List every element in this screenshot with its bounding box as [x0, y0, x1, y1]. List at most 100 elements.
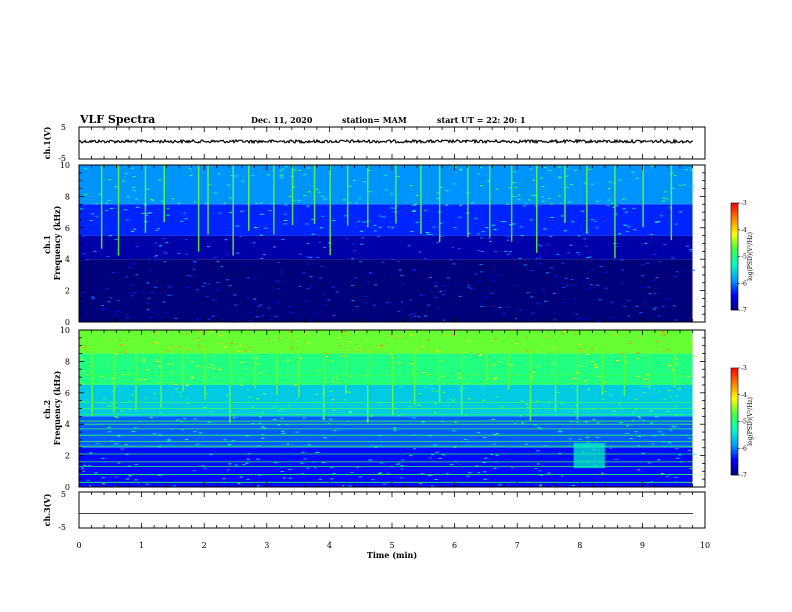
spectrogram-speckle [441, 421, 444, 423]
spectrogram-speckle [229, 197, 232, 199]
spectrogram-speckle [251, 175, 254, 177]
spectrogram-speckle [356, 466, 359, 468]
spectrogram-speckle [689, 250, 693, 252]
spectrogram-speckle [128, 475, 132, 477]
spectrogram-speckle [302, 417, 306, 419]
spectrogram-speckle [650, 422, 654, 424]
spectrogram-speckle [675, 363, 679, 365]
spectrogram-speckle [239, 380, 243, 382]
spectrogram-speckle [511, 330, 515, 332]
spectrogram-speckle [668, 207, 672, 209]
spectrogram-speckle [128, 408, 132, 410]
spectrogram-speckle [582, 318, 585, 320]
spectrogram-speckle [261, 434, 265, 436]
spectrogram-speckle [409, 299, 413, 301]
spectrogram-speckle [631, 171, 635, 173]
spectrogram-speckle [231, 440, 235, 442]
spectrogram-speckle [157, 228, 161, 230]
spectrogram-speckle [436, 241, 440, 243]
spectrogram-streak [670, 165, 673, 241]
spectrogram-speckle [209, 410, 213, 412]
spectrogram-speckle [541, 200, 545, 202]
spectrogram-speckle [258, 416, 262, 418]
spectrogram-speckle [413, 448, 416, 450]
spectrogram-speckle [409, 314, 413, 316]
spectrogram-speckle [691, 185, 695, 187]
spectrogram-speckle [552, 347, 556, 349]
spectrogram-speckle [577, 254, 581, 255]
spectrogram-speckle [189, 275, 193, 277]
spectrogram-speckle [583, 380, 587, 382]
spectrogram-speckle [147, 261, 151, 263]
spectrogram-speckle [614, 205, 618, 207]
spectrogram-speckle [586, 353, 589, 355]
spectrogram-speckle [378, 472, 382, 474]
spectrogram-speckle [393, 429, 397, 431]
spectrogram-speckle [561, 262, 565, 264]
spectrogram-speckle [657, 315, 661, 317]
colorbar-swatch [731, 458, 738, 462]
spectrogram-speckle [193, 261, 197, 263]
colorbar-tick-label: -3 [741, 365, 747, 372]
spectrogram-speckle [644, 386, 648, 388]
spectrogram-speckle [669, 396, 673, 398]
spectrogram-speckle [255, 316, 259, 318]
colorbar-swatch [731, 293, 738, 297]
spectrogram-speckle [482, 462, 486, 463]
spectrogram-speckle [610, 317, 613, 319]
spectrogram-speckle [401, 459, 405, 461]
spectrogram-speckle [475, 465, 479, 467]
ch1-waveform-trace [78, 138, 694, 145]
spectrogram-speckle [441, 319, 445, 321]
spectrogram-speckle [539, 245, 543, 247]
spectrogram-speckle [657, 391, 661, 393]
spectrogram-streak [438, 330, 441, 403]
spectrogram-speckle [159, 244, 163, 246]
spectrogram-speckle [635, 305, 639, 307]
spectrogram-speckle [586, 277, 589, 279]
spectrogram-speckle [674, 414, 678, 416]
spectrogram-speckle [174, 317, 178, 319]
spectrogram-speckle [133, 292, 137, 294]
spectrogram-speckle [653, 254, 657, 255]
spectrogram-speckle [575, 390, 579, 392]
spectrogram-speckle [372, 304, 376, 306]
spectrogram-streak [460, 330, 463, 415]
spectrogram-speckle [209, 330, 213, 332]
spectrogram-speckle [195, 339, 199, 341]
spectrogram-speckle [641, 275, 645, 277]
spectrogram-speckle [307, 257, 311, 259]
spectrogram-speckle [459, 169, 463, 171]
spectrogram-speckle [399, 386, 403, 388]
spectrogram-speckle [166, 347, 170, 349]
spectrogram-speckle [306, 205, 310, 207]
spectrogram-speckle [184, 218, 188, 220]
spectrogram-patch [573, 443, 605, 469]
spectrogram-speckle [163, 251, 166, 253]
spectrogram-speckle [213, 256, 217, 258]
spectrogram-streak [564, 165, 566, 223]
spectrogram-speckle [397, 261, 401, 263]
spectrogram-speckle [552, 293, 556, 294]
spectrogram-speckle [206, 367, 210, 369]
spectrogram-band [79, 259, 693, 322]
spectrogram-speckle [436, 192, 440, 194]
spectrogram-speckle [610, 301, 614, 303]
spectrogram-speckle [562, 286, 566, 288]
spectrogram-speckle [457, 373, 460, 375]
spectrogram-speckle [158, 365, 162, 367]
spectrogram-speckle [675, 447, 679, 449]
spectrogram-speckle [423, 258, 427, 260]
spectrogram-speckle [94, 472, 98, 474]
spectrogram-speckle [160, 200, 164, 202]
spectrogram-speckle [653, 307, 657, 309]
spectrogram-speckle [539, 484, 543, 486]
spectrogram-speckle [505, 306, 509, 308]
spectrogram-speckle [384, 189, 388, 191]
spectrogram-speckle [246, 277, 250, 279]
spectrogram-speckle [133, 228, 136, 230]
spectrogram-speckle [237, 350, 241, 352]
colorbar-swatch [731, 464, 738, 468]
spectrogram-speckle [315, 402, 319, 404]
spectrogram-speckle [496, 433, 499, 435]
